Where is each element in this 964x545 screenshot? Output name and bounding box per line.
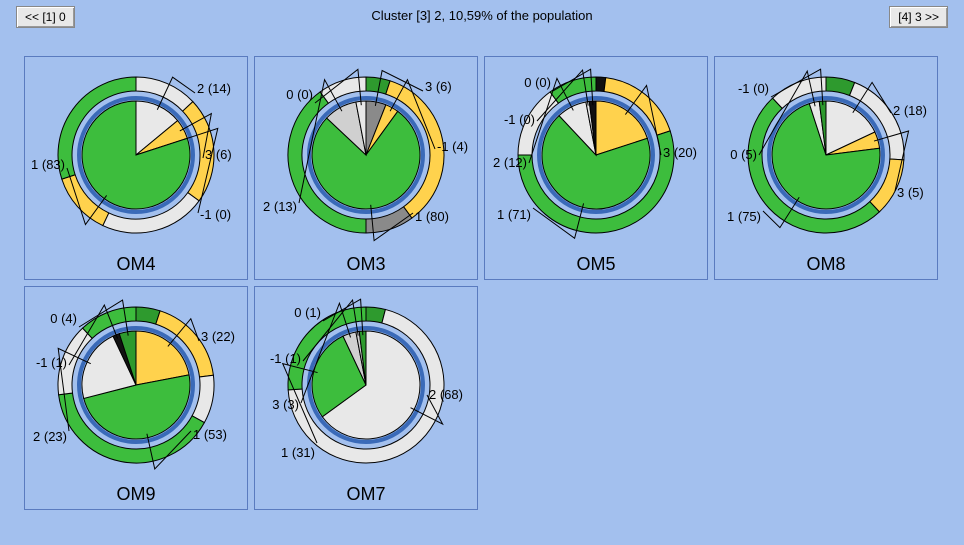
chart-cell: 2 (68) 1 (31) 3 (3) -1 (1) 0 (1) OM7 xyxy=(254,286,478,510)
chart-caption: OM4 xyxy=(25,254,247,275)
slice-label: 3 (20) xyxy=(663,145,697,160)
chart-caption: OM9 xyxy=(25,484,247,505)
chart-caption: OM8 xyxy=(715,254,937,275)
slice-label: -1 (0) xyxy=(738,81,769,96)
chart-caption: OM5 xyxy=(485,254,707,275)
chart-cell: 3 (6) -1 (4) 1 (80) 2 (13) 0 (0) OM3 xyxy=(254,56,478,280)
slice-label: 2 (23) xyxy=(33,429,67,444)
slice-label: 0 (0) xyxy=(286,87,313,102)
slice-label: 2 (18) xyxy=(893,103,927,118)
slice-label: 3 (6) xyxy=(425,79,452,94)
chart-cell: 2 (14) 3 (6) -1 (0) 1 (83) OM4 xyxy=(24,56,248,280)
slice-label: 1 (75) xyxy=(727,209,761,224)
slice-label: 2 (14) xyxy=(197,81,231,96)
slice-label: 2 (13) xyxy=(263,199,297,214)
slice-label: 2 (12) xyxy=(493,155,527,170)
slice-label: 0 (1) xyxy=(294,305,321,320)
slice-label: 1 (53) xyxy=(193,427,227,442)
page-title: Cluster [3] 2, 10,59% of the population xyxy=(6,8,958,23)
chart-cell: 3 (22) 1 (53) 2 (23) -1 (1) 0 (4) OM9 xyxy=(24,286,248,510)
chart-caption: OM3 xyxy=(255,254,477,275)
slice-label: 2 (68) xyxy=(429,387,463,402)
slice-label: 3 (5) xyxy=(897,185,924,200)
slice-label: -1 (4) xyxy=(437,139,468,154)
slice-label: 0 (5) xyxy=(730,147,757,162)
slice-label: 1 (80) xyxy=(415,209,449,224)
slice-label: 3 (3) xyxy=(272,397,299,412)
slice-label: 1 (31) xyxy=(281,445,315,460)
slice-label: -1 (0) xyxy=(504,112,535,127)
next-button[interactable]: [4] 3 >> xyxy=(889,6,948,28)
slice-label: 0 (4) xyxy=(50,311,77,326)
slice-label: 0 (0) xyxy=(524,75,551,90)
slice-label: 3 (6) xyxy=(205,147,232,162)
slice-label: -1 (1) xyxy=(270,351,301,366)
slice-label: 1 (83) xyxy=(31,157,65,172)
slice-label: -1 (1) xyxy=(36,355,67,370)
slice-label: 1 (71) xyxy=(497,207,531,222)
slice-label: -1 (0) xyxy=(200,207,231,222)
chart-cell: 3 (20) 1 (71) 2 (12) -1 (0) 0 (0) OM5 xyxy=(484,56,708,280)
chart-cell: 2 (18) 3 (5) 1 (75) 0 (5) -1 (0) OM8 xyxy=(714,56,938,280)
slice-label: 3 (22) xyxy=(201,329,235,344)
chart-caption: OM7 xyxy=(255,484,477,505)
